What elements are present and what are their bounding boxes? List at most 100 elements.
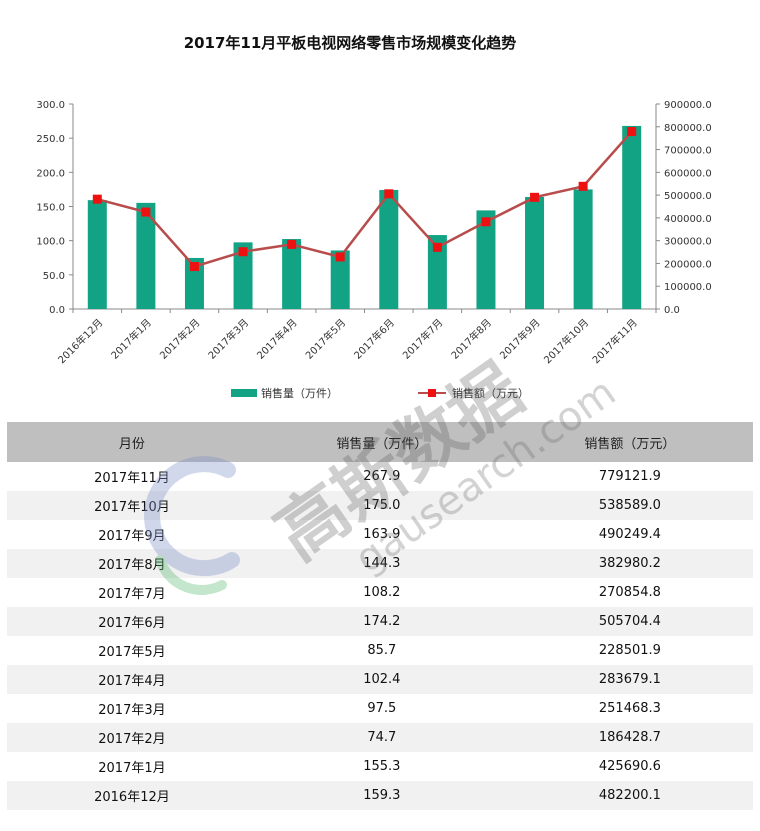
cell-month: 2016年12月 xyxy=(7,781,257,810)
right-tick-label: 600000.0 xyxy=(664,168,712,179)
line-marker xyxy=(530,192,540,202)
cell-month: 2017年5月 xyxy=(7,636,257,665)
bar xyxy=(136,202,156,309)
cell-volume: 85.7 xyxy=(256,636,507,665)
cell-volume: 108.2 xyxy=(256,578,507,607)
line-marker xyxy=(238,247,248,257)
table-row: 2017年5月 85.7 228501.9 xyxy=(7,636,753,665)
left-tick-label: 0.0 xyxy=(49,305,65,316)
legend-swatch-volume xyxy=(231,389,257,397)
category-label: 2017年1月 xyxy=(108,316,154,362)
cell-volume: 144.3 xyxy=(256,549,507,578)
table-row: 2017年2月 74.7 186428.7 xyxy=(7,723,753,752)
cell-month: 2017年11月 xyxy=(7,462,257,491)
cell-month: 2017年8月 xyxy=(7,549,257,578)
cell-volume: 155.3 xyxy=(256,752,507,781)
line-marker xyxy=(335,252,345,262)
table-row: 2017年8月 144.3 382980.2 xyxy=(7,549,753,578)
line-marker xyxy=(432,242,442,252)
line-marker xyxy=(578,181,588,191)
cell-volume: 97.5 xyxy=(256,694,507,723)
line-marker xyxy=(627,127,637,137)
chart-title: 2017年11月平板电视网络零售市场规模变化趋势 xyxy=(183,34,517,52)
table-row: 2017年10月 175.0 538589.0 xyxy=(7,491,753,520)
line-marker xyxy=(92,194,102,204)
cell-month: 2017年4月 xyxy=(7,665,257,694)
cell-volume: 174.2 xyxy=(256,607,507,636)
cell-revenue: 270854.8 xyxy=(506,578,753,607)
bar xyxy=(87,200,107,309)
bar xyxy=(184,257,204,309)
right-tick-label: 700000.0 xyxy=(664,146,712,157)
cell-month: 2017年10月 xyxy=(7,491,257,520)
category-label: 2016年12月 xyxy=(55,316,105,366)
right-tick-label: 900000.0 xyxy=(664,100,712,111)
cell-revenue: 490249.4 xyxy=(506,520,753,549)
column-header-volume: 销售量（万件） xyxy=(256,422,507,462)
bar xyxy=(282,239,302,309)
cell-revenue: 283679.1 xyxy=(506,665,753,694)
cell-volume: 74.7 xyxy=(256,723,507,752)
cell-volume: 175.0 xyxy=(256,491,507,520)
cell-revenue: 382980.2 xyxy=(506,549,753,578)
right-tick-label: 200000.0 xyxy=(664,259,712,270)
category-label: 2017年11月 xyxy=(589,316,639,366)
category-label: 2017年2月 xyxy=(157,316,203,362)
bar xyxy=(427,235,447,309)
cell-volume: 159.3 xyxy=(256,781,507,810)
table-header-row: 月份 销售量（万件） 销售额（万元） xyxy=(7,422,753,462)
cell-month: 2017年9月 xyxy=(7,520,257,549)
legend-label-volume: 销售量（万件） xyxy=(261,386,338,400)
category-label: 2017年5月 xyxy=(303,316,349,362)
cell-revenue: 228501.9 xyxy=(506,636,753,665)
right-tick-label: 300000.0 xyxy=(664,237,712,248)
cell-volume: 163.9 xyxy=(256,520,507,549)
cell-volume: 102.4 xyxy=(256,665,507,694)
line-marker xyxy=(287,239,297,249)
right-tick-label: 400000.0 xyxy=(664,214,712,225)
bar xyxy=(573,189,593,309)
bar xyxy=(330,250,350,309)
table-row: 2017年1月 155.3 425690.6 xyxy=(7,752,753,781)
left-tick-label: 250.0 xyxy=(36,134,65,145)
table-row: 2017年4月 102.4 283679.1 xyxy=(7,665,753,694)
left-tick-label: 150.0 xyxy=(36,203,65,214)
table-row: 2016年12月 159.3 482200.1 xyxy=(7,781,753,810)
cell-revenue: 186428.7 xyxy=(506,723,753,752)
revenue-line xyxy=(96,130,633,268)
combo-chart: 0.0 50.0 100.0 150.0 200.0 250.0 300.0 0.0 10000… xyxy=(36,100,712,400)
cell-revenue: 482200.1 xyxy=(506,781,753,810)
table-body: 2017年11月 267.9 779121.9 2017年10月 175.0 538589… xyxy=(7,462,753,810)
line-marker xyxy=(481,217,491,227)
cell-month: 2017年7月 xyxy=(7,578,257,607)
right-tick-label: 800000.0 xyxy=(664,123,712,134)
table-row: 2017年9月 163.9 490249.4 xyxy=(7,520,753,549)
line-marker xyxy=(189,262,199,272)
category-label: 2017年7月 xyxy=(400,316,446,362)
right-tick-label: 0.0 xyxy=(664,305,680,316)
legend-label-revenue: 销售额（万元） xyxy=(452,386,529,400)
cell-revenue: 538589.0 xyxy=(506,491,753,520)
table-row: 2017年3月 97.5 251468.3 xyxy=(7,694,753,723)
left-tick-label: 200.0 xyxy=(36,168,65,179)
bar xyxy=(379,189,399,309)
category-label: 2017年8月 xyxy=(448,316,494,362)
left-tick-label: 100.0 xyxy=(36,237,65,248)
column-header-month: 月份 xyxy=(7,422,257,462)
bar xyxy=(233,242,253,309)
cell-month: 2017年3月 xyxy=(7,694,257,723)
data-table: 月份 销售量（万件） 销售额（万元） 2017年11月 267.9 779121.9… xyxy=(7,422,753,810)
category-label: 2017年6月 xyxy=(351,316,397,362)
category-label: 2017年4月 xyxy=(254,316,300,362)
table-row: 2017年6月 174.2 505704.4 xyxy=(7,607,753,636)
cell-revenue: 425690.6 xyxy=(506,752,753,781)
right-tick-label: 500000.0 xyxy=(664,191,712,202)
line-marker xyxy=(384,189,394,199)
category-label: 2017年9月 xyxy=(497,316,543,362)
bar xyxy=(476,210,496,309)
cell-month: 2017年6月 xyxy=(7,607,257,636)
left-tick-label: 50.0 xyxy=(43,271,65,282)
table-row: 2017年7月 108.2 270854.8 xyxy=(7,578,753,607)
cell-revenue: 779121.9 xyxy=(506,462,753,491)
left-tick-label: 300.0 xyxy=(36,100,65,111)
